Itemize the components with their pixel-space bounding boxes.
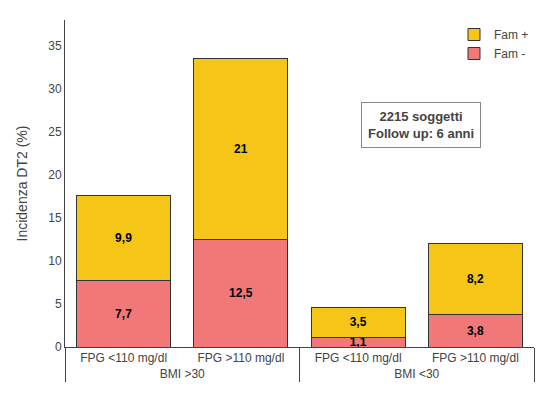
svg-text:FPG >110 mg/dl: FPG >110 mg/dl bbox=[197, 351, 284, 365]
svg-text:1,1: 1,1 bbox=[350, 335, 367, 349]
svg-text:25: 25 bbox=[48, 125, 62, 139]
svg-text:BMI >30: BMI >30 bbox=[160, 367, 205, 381]
svg-text:20: 20 bbox=[48, 168, 62, 182]
svg-text:21: 21 bbox=[234, 142, 248, 156]
svg-text:5: 5 bbox=[55, 297, 62, 311]
svg-text:12,5: 12,5 bbox=[229, 286, 253, 300]
svg-text:3,5: 3,5 bbox=[350, 315, 367, 329]
svg-text:35: 35 bbox=[48, 39, 62, 53]
svg-text:Fam -: Fam - bbox=[494, 47, 525, 61]
svg-text:15: 15 bbox=[48, 211, 62, 225]
svg-text:Fam +: Fam + bbox=[494, 28, 528, 42]
svg-text:FPG >110 mg/dl: FPG >110 mg/dl bbox=[432, 351, 519, 365]
svg-text:9,9: 9,9 bbox=[115, 231, 132, 245]
svg-text:FPG <110 mg/dl: FPG <110 mg/dl bbox=[80, 351, 167, 365]
svg-text:Incidenza DT2 (%): Incidenza DT2 (%) bbox=[14, 126, 30, 242]
svg-text:3,8: 3,8 bbox=[467, 324, 484, 338]
svg-text:10: 10 bbox=[48, 254, 62, 268]
svg-text:7,7: 7,7 bbox=[115, 307, 132, 321]
svg-text:FPG <110 mg/dl: FPG <110 mg/dl bbox=[315, 351, 402, 365]
svg-text:2215 soggettiFollow up: 6 anni: 2215 soggettiFollow up: 6 anni bbox=[368, 109, 474, 141]
svg-text:8,2: 8,2 bbox=[467, 272, 484, 286]
svg-text:30: 30 bbox=[48, 82, 62, 96]
svg-text:0: 0 bbox=[55, 340, 62, 354]
svg-text:BMI <30: BMI <30 bbox=[394, 367, 439, 381]
